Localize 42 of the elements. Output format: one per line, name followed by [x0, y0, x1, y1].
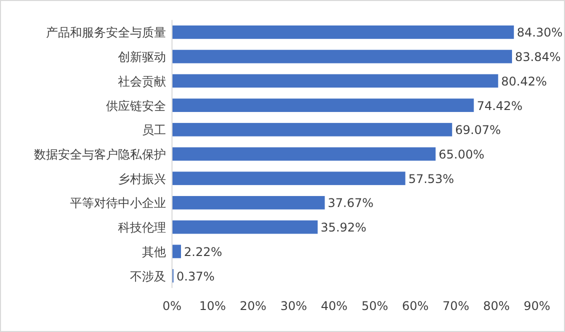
bar — [172, 25, 514, 39]
bar — [172, 172, 406, 186]
bar — [172, 98, 474, 112]
y-tick-label: 数据安全与客户隐私保护 — [34, 148, 166, 162]
x-tick-label: 80% — [483, 299, 510, 313]
bar — [172, 196, 325, 210]
data-label: 37.67% — [328, 196, 374, 210]
x-tick-label: 20% — [240, 299, 266, 313]
y-tick-label: 社会贡献 — [118, 74, 166, 88]
data-label: 35.92% — [320, 220, 366, 235]
y-tick-label: 创新驱动 — [118, 50, 166, 64]
y-tick-label: 供应链安全 — [106, 98, 166, 113]
x-tick-label: 70% — [442, 299, 470, 313]
data-label: 2.22% — [184, 244, 222, 259]
y-tick-label: 不涉及 — [130, 269, 166, 284]
bar — [172, 147, 436, 161]
data-label: 57.53% — [408, 172, 454, 186]
y-tick-label: 平等对待中小企业 — [70, 196, 166, 210]
y-tick-label: 科技伦理 — [118, 220, 166, 235]
y-tick-label: 乡村振兴 — [118, 172, 166, 186]
bar — [172, 244, 182, 258]
data-label: 80.42% — [501, 74, 547, 88]
x-tick-label: 30% — [280, 299, 308, 313]
bar — [172, 220, 318, 234]
data-label: 74.42% — [476, 98, 523, 113]
y-tick-label: 产品和服务安全与质量 — [46, 26, 166, 40]
x-tick-label: 40% — [320, 299, 348, 313]
x-tick-label: 90% — [524, 299, 550, 313]
data-label: 83.84% — [515, 50, 561, 64]
x-tick-label: 60% — [402, 299, 429, 313]
bar — [172, 74, 498, 88]
bar — [172, 122, 452, 136]
bar — [172, 50, 512, 64]
x-tick-label: 50% — [361, 299, 388, 313]
data-label: 0.37% — [176, 269, 215, 284]
data-label: 65.00% — [438, 148, 484, 162]
data-label: 69.07% — [455, 123, 501, 138]
data-label: 84.30% — [516, 26, 563, 40]
x-tick-label: 10% — [199, 299, 226, 313]
y-tick-label: 其他 — [142, 244, 166, 259]
x-tick-label: 0% — [162, 299, 182, 313]
y-tick-label: 员工 — [142, 123, 166, 138]
